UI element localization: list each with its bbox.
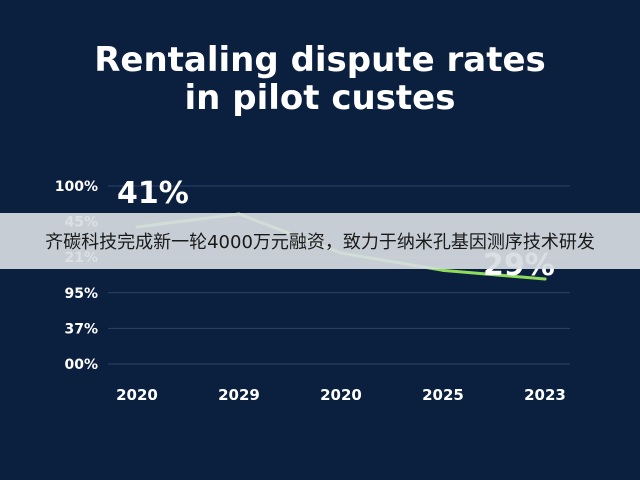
data-point	[441, 268, 445, 272]
y-tick-label: 100%	[55, 179, 98, 195]
x-tick-label: 2020	[116, 386, 158, 404]
news-banner: 齐碳科技完成新一轮4000万元融资，致力于纳米孔基因测序技术研发	[0, 213, 640, 269]
y-tick-label: 37%	[64, 321, 98, 337]
x-tick-label: 2025	[422, 386, 464, 404]
y-tick-label: 00%	[64, 357, 98, 373]
x-tick-label: 2029	[218, 386, 260, 404]
data-point	[543, 277, 547, 281]
y-tick-label: 95%	[64, 286, 98, 302]
x-tick-label: 2020	[320, 386, 362, 404]
chart-title-line-1: Rentaling dispute rates	[94, 40, 546, 80]
annotation-start-value: 41%	[117, 176, 189, 211]
x-tick-label: 2023	[524, 386, 566, 404]
chart-title-line-2: in pilot custes	[184, 78, 456, 118]
